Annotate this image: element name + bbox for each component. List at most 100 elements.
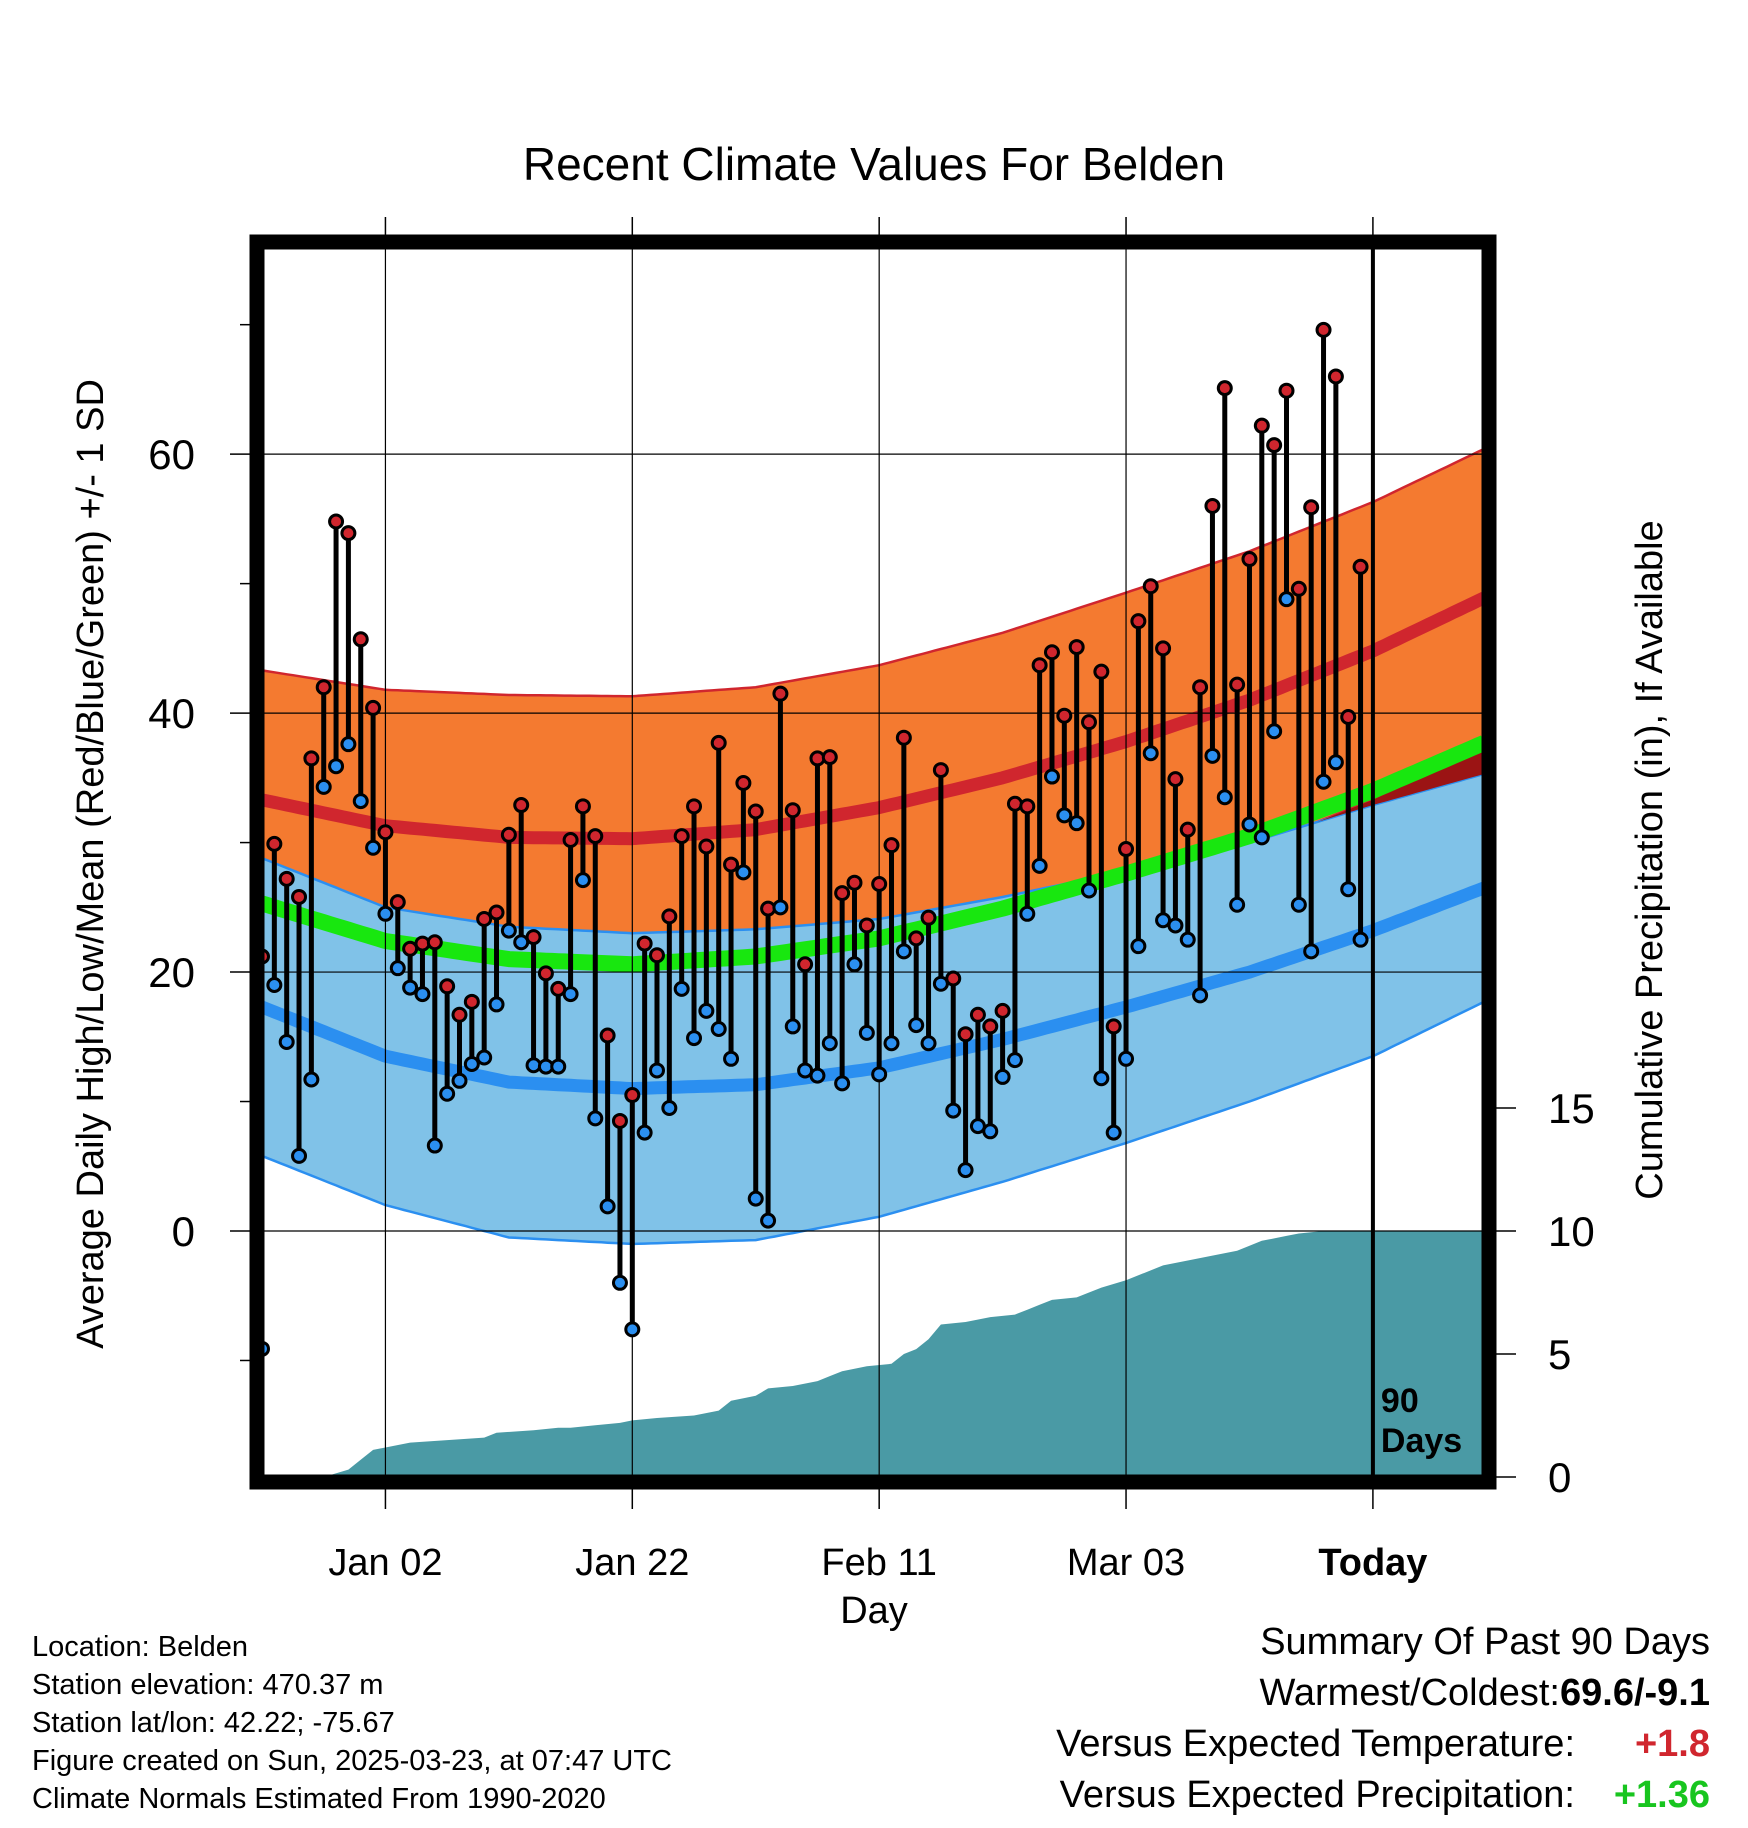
daily-high-point <box>871 876 888 893</box>
daily-low-point <box>328 758 345 775</box>
daily-high-point <box>1179 821 1196 838</box>
daily-low-point <box>871 1066 888 1083</box>
daily-low-point <box>760 1212 777 1229</box>
daily-low-point <box>809 1067 826 1084</box>
daily-high-point <box>772 685 789 702</box>
climate-normals-note: Climate Normals Estimated From 1990-2020 <box>32 1783 606 1815</box>
daily-low-point <box>402 979 419 996</box>
daily-high-point <box>1303 499 1320 516</box>
daily-low-point <box>772 899 789 916</box>
daily-low-point <box>1315 773 1332 790</box>
y-left-tick-label: 40 <box>148 690 195 737</box>
daily-high-point <box>698 838 715 855</box>
x-tick-label: Feb 11 <box>821 1542 936 1584</box>
daily-low-point <box>278 1033 295 1050</box>
x-tick-label: Today <box>1318 1542 1427 1584</box>
y-right-tick-label: 0 <box>1548 1454 1571 1501</box>
daily-high-point <box>648 947 665 964</box>
daily-high-point <box>1241 551 1258 568</box>
daily-high-point <box>1340 708 1357 725</box>
daily-high-point <box>624 1087 641 1104</box>
normal-bands <box>262 447 1484 1246</box>
daily-low-point <box>994 1068 1011 1085</box>
daily-low-point <box>1068 815 1085 832</box>
daily-high-point <box>1118 841 1135 858</box>
daily-high-point <box>673 828 690 845</box>
daily-high-point <box>525 929 542 946</box>
daily-high-point <box>895 729 912 746</box>
daily-high-point <box>1142 578 1159 595</box>
daily-high-point <box>1192 679 1209 696</box>
daily-high-point <box>1031 657 1048 674</box>
daily-low-point <box>550 1058 567 1075</box>
daily-low-point <box>463 1055 480 1072</box>
daily-high-point <box>426 934 443 951</box>
daily-high-point <box>1130 613 1147 630</box>
daily-high-point <box>994 1002 1011 1019</box>
plot-frame <box>249 234 1497 1490</box>
summary-block: Summary Of Past 90 Days Warmest/Coldest:… <box>1056 1617 1710 1821</box>
daily-low-point <box>908 1017 925 1034</box>
normal-high-line <box>262 592 1484 846</box>
daily-low-point <box>982 1123 999 1140</box>
daily-high-point <box>352 631 369 648</box>
temp-label: Versus Expected Temperature: <box>1056 1723 1575 1765</box>
daily-low-point <box>1192 987 1209 1004</box>
daily-high-point <box>587 828 604 845</box>
x-axis-label: Day <box>840 1590 908 1632</box>
daily-low-point <box>1216 789 1233 806</box>
daily-low-point <box>1093 1070 1110 1087</box>
daily-high-point <box>500 826 517 843</box>
today-days-word: Days <box>1381 1422 1462 1460</box>
daily-high-point <box>945 970 962 987</box>
station-latlon: Station lat/lon: 42.22; -75.67 <box>32 1707 395 1739</box>
daily-low-point <box>698 1002 715 1019</box>
daily-high-point <box>636 935 653 952</box>
daily-low-point <box>377 905 394 922</box>
daily-low-point <box>661 1100 678 1116</box>
daily-high-point <box>883 837 900 854</box>
precip-area <box>262 1231 1484 1477</box>
daily-high-point <box>451 1006 468 1023</box>
daily-low-point <box>1130 938 1147 955</box>
daily-low-point <box>574 872 591 889</box>
daily-low-point <box>476 1049 493 1066</box>
daily-low-point <box>1204 747 1221 764</box>
daily-high-point <box>797 956 814 973</box>
daily-low-point <box>500 922 517 939</box>
daily-low-point <box>1043 768 1060 785</box>
daily-low-point <box>303 1071 320 1088</box>
daily-high-point <box>1229 676 1246 693</box>
daily-low-point <box>451 1072 468 1089</box>
precip-value: +1.36 <box>1613 1774 1710 1816</box>
y-right-tick-label: 15 <box>1548 1085 1595 1132</box>
daily-high-point <box>599 1027 616 1044</box>
y-left-tick-label: 60 <box>148 431 195 478</box>
daily-low-point <box>1142 745 1159 762</box>
x-tick-label: Jan 22 <box>575 1542 689 1584</box>
summary-temperature: Versus Expected Temperature: +1.8 <box>1056 1719 1710 1770</box>
station-location: Location: Belden <box>32 1631 249 1663</box>
daily-low-point <box>636 1124 653 1141</box>
daily-high-point <box>1093 663 1110 680</box>
daily-high-point <box>1068 639 1085 656</box>
daily-high-point <box>784 802 801 819</box>
daily-low-point <box>340 736 357 753</box>
daily-high-point <box>463 993 480 1010</box>
daily-low-point <box>1167 917 1184 934</box>
precip-label: Versus Expected Precipitation: <box>1059 1774 1575 1816</box>
daily-high-point <box>291 888 308 905</box>
daily-low-point <box>1229 896 1246 913</box>
y-right-tick-label: 10 <box>1548 1208 1595 1255</box>
x-tick-label: Jan 02 <box>328 1542 442 1584</box>
daily-low-point <box>291 1147 308 1164</box>
daily-high-point <box>686 798 703 815</box>
daily-high-point <box>908 930 925 947</box>
daily-low-point <box>1031 857 1048 874</box>
daily-high-point <box>747 803 764 820</box>
daily-high-point <box>834 885 851 902</box>
today-days-number: 90 <box>1381 1382 1419 1420</box>
daily-low-point <box>821 1035 838 1052</box>
daily-low-point <box>1019 905 1036 922</box>
cumulative-precip-area <box>262 1231 1484 1477</box>
